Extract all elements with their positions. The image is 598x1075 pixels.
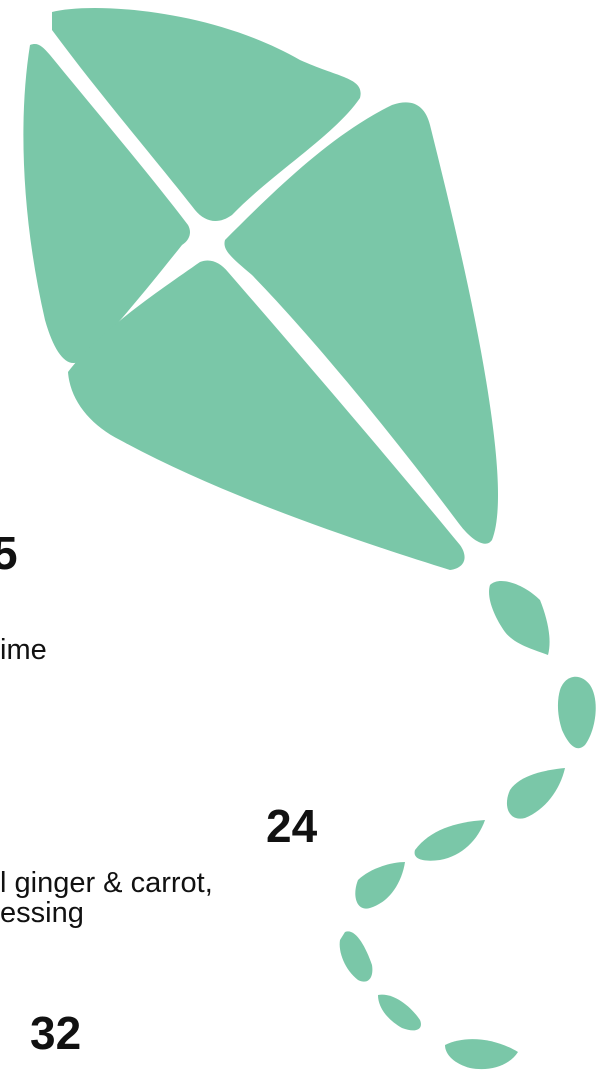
kite-tail-bow	[557, 676, 596, 749]
kite-tail-bow	[506, 768, 565, 819]
item-number-3: 32	[30, 1007, 82, 1059]
item-text-2-line1: l ginger & carrot,	[0, 867, 213, 899]
kite-tail-bow	[378, 994, 421, 1031]
kite-panel-left	[23, 44, 190, 364]
item-text-2-line2: essing	[0, 897, 84, 929]
item-number-1: 5	[0, 527, 18, 579]
kite-body	[23, 7, 498, 570]
kite-tail-bow	[339, 931, 373, 982]
kite-tail-bow	[489, 580, 550, 655]
kite-tail	[339, 580, 596, 1070]
item-number-2: 24	[266, 800, 318, 852]
item-text-1: ime	[0, 634, 47, 666]
kite-tail-bow	[445, 1039, 518, 1070]
kite-panel-bottom	[68, 260, 465, 570]
kite-tail-bow	[414, 820, 485, 861]
kite-panel-top	[52, 7, 361, 222]
kite-panel-right	[224, 102, 498, 544]
kite-tail-bow	[355, 862, 405, 909]
